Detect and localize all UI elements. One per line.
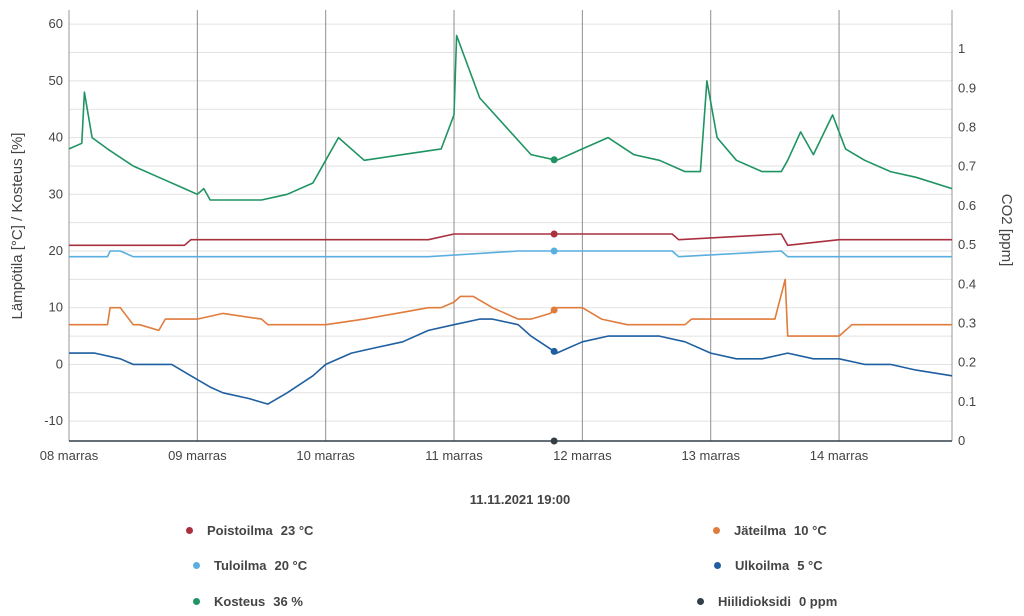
y-tick-label: 60	[49, 16, 63, 31]
series-line-kosteus	[68, 34, 953, 201]
y2-tick-label: 0.5	[958, 237, 976, 252]
legend-dot-icon	[714, 562, 721, 569]
cursor-marker-tuloilma	[550, 247, 558, 255]
legend-hiilidioksidi[interactable]: Hiilidioksidi 0 ppm	[697, 594, 837, 609]
cursor-marker-kosteus	[550, 156, 558, 164]
legend-jateilma[interactable]: Jäteilma 10 °C	[713, 523, 827, 538]
legend-poistoilma[interactable]: Poistoilma 23 °C	[186, 523, 313, 538]
x-tick-label: 11 marras	[425, 448, 483, 463]
y2-tick-label: 0.8	[958, 120, 976, 135]
y-axis-title: Lämpötila [°C] / Kosteus [%]	[9, 133, 26, 320]
series-line-jäteilma	[69, 278, 952, 337]
plot-area	[69, 10, 952, 441]
x-tick-label: 10 marras	[296, 448, 355, 463]
y2-tick-label: 1	[958, 41, 965, 56]
y2-tick-label: 0.6	[958, 198, 976, 213]
y-tick-label: 0	[56, 356, 63, 371]
cursor-marker-hiilidioksidi	[550, 437, 558, 445]
series-lines	[68, 34, 953, 442]
legend-ulkoilma[interactable]: Ulkoilma 5 °C	[714, 558, 823, 573]
y2-axis-title: CO2 [ppm]	[998, 194, 1015, 267]
y-tick-label: 40	[49, 130, 63, 145]
x-tick-label: 08 marras	[40, 448, 99, 463]
x-tick-label: 09 marras	[168, 448, 227, 463]
y2-tick-label: 0.9	[958, 80, 976, 95]
y2-tick-label: 0.3	[958, 315, 976, 330]
legend-dot-icon	[697, 598, 704, 605]
y2-tick-label: 0.1	[958, 394, 976, 409]
cursor-timestamp: 11.11.2021 19:00	[469, 492, 571, 507]
series-line-ulkoilma	[69, 318, 953, 405]
legend-dot-icon	[193, 562, 200, 569]
y2-tick-labels: 0 0.1 0.2 0.3 0.4 0.5 0.6 0.7 0.8 0.9 1	[958, 41, 976, 448]
y-tick-labels: -10 0 10 20 30 40 50 60	[44, 16, 63, 428]
legend-dot-icon	[713, 527, 720, 534]
grid	[68, 10, 953, 442]
x-tick-label: 12 marras	[553, 448, 612, 463]
y-tick-label: 30	[49, 186, 63, 201]
y-tick-label: -10	[44, 413, 63, 428]
legend-dot-icon	[193, 598, 200, 605]
y-tick-label: 20	[49, 243, 63, 258]
cursor-markers	[550, 156, 558, 445]
cursor-marker-poistoilma	[550, 230, 558, 238]
series-line-tuloilma	[69, 250, 952, 258]
legend-dot-icon	[186, 527, 193, 534]
x-tick-label: 14 marras	[810, 448, 869, 463]
y-tick-label: 50	[49, 73, 63, 88]
x-tick-label: 13 marras	[681, 448, 740, 463]
legend-kosteus[interactable]: Kosteus 36 %	[193, 594, 303, 609]
y2-tick-label: 0.2	[958, 355, 976, 370]
cursor-marker-jäteilma	[550, 306, 558, 314]
y2-tick-label: 0.4	[958, 276, 976, 291]
x-tick-labels: 08 marras 09 marras 10 marras 11 marras 12 m…	[40, 448, 869, 463]
series-line-poistoilma	[69, 233, 952, 247]
legend-tuloilma[interactable]: Tuloilma 20 °C	[193, 558, 307, 573]
y2-tick-label: 0	[958, 433, 965, 448]
y-tick-label: 10	[49, 300, 63, 315]
y2-tick-label: 0.7	[958, 159, 976, 174]
cursor-marker-ulkoilma	[550, 347, 558, 355]
